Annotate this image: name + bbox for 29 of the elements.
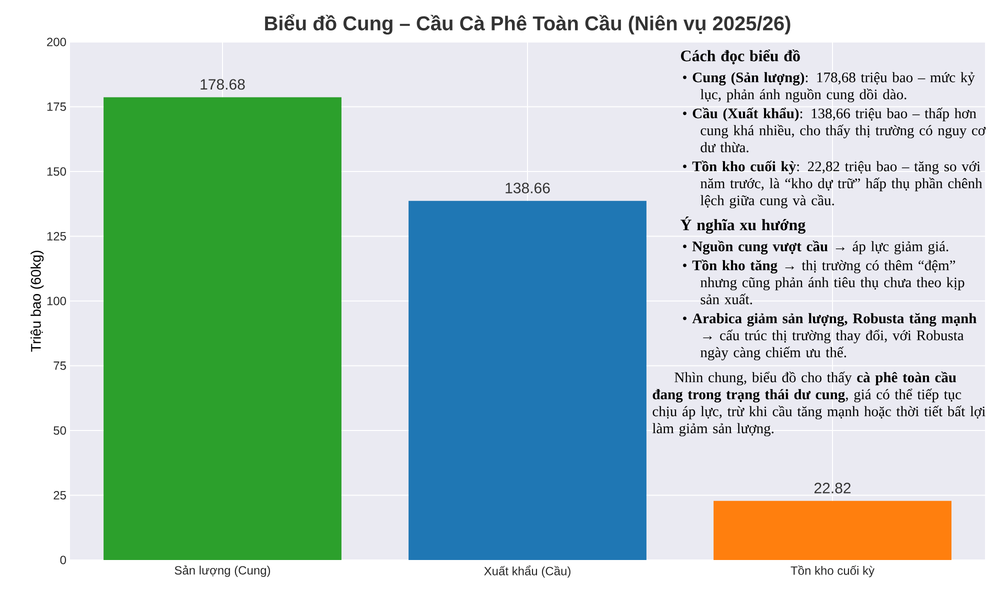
y-tick-label: 125 [47,232,66,240]
data-label: 138.66 [506,182,550,194]
bar [408,200,646,560]
x-tick-label: Xuất khẩu (Cầu) [484,566,570,578]
annotation: • Arabica giảm sản lượng, Robusta tăng mạnh → cấu trúc thị trường thay đổi, với Robusta ngày càng chiếm ưu thế. [683,312,976,360]
y-tick-label: 200 [47,38,66,46]
chart-title: Biểu đồ Cung – Cầu Cà Phê Toàn Cầu (Niên vụ 2025/26) [265,14,790,34]
annotation: Nhìn chung, biểu đồ cho thấy cà phê toàn cầu đang trong trạng thái dư cung, giá có thể tiếp tục chịu áp lực, trừ khi cầu tăng mạnh hoặc thời tiết bất lợi làm giảm sản lượng. [652,372,986,436]
annotation: • Nguồn cung vượt cầu → áp lực giảm giá. [683,240,948,254]
y-tick-label: 50 [54,426,66,435]
annotation: • Cung (Sản lượng): 178,68 triệu bao – mức kỷ lục, phản ánh nguồn cung dồi dào. [683,72,975,102]
bar [104,97,342,560]
y-tick-label: 0 [60,556,66,564]
annotation: • Cầu (Xuất khẩu): 138,66 triệu bao – thấp hơn cung khá nhiều, cho thấy thị trường có nguy cơ dư thừa. [683,108,986,152]
data-label: 178.68 [200,79,245,90]
x-tick-label: Tồn kho cuối kỳ [790,566,874,578]
y-axis-title: Triệu bao (60kg) [30,250,44,352]
annotation: Cách đọc biểu đồ [680,50,800,64]
y-tick-label: 75 [54,362,66,370]
bar [714,500,952,560]
data-label: 22.82 [814,482,851,494]
y-tick-label: 100 [47,296,66,306]
y-tick-label: 150 [47,167,66,176]
x-tick-label: Sản lượng (Cung) [174,566,270,577]
annotation: • Tồn kho tăng → thị trường có thêm “đệm” nhưng cũng phản ánh tiêu thụ chưa theo kịp sản xuất. [683,260,964,304]
y-tick-label: 175 [47,102,66,111]
y-tick-label: 25 [54,490,66,500]
annotation: • Tồn kho cuối kỳ: 22,82 triệu bao – tăng so với năm trước, là “kho dự trữ” hấp thụ phần chênh lệch giữa cung và cầu. [683,160,982,208]
annotation: Ý nghĩa xu hướng [680,216,806,234]
